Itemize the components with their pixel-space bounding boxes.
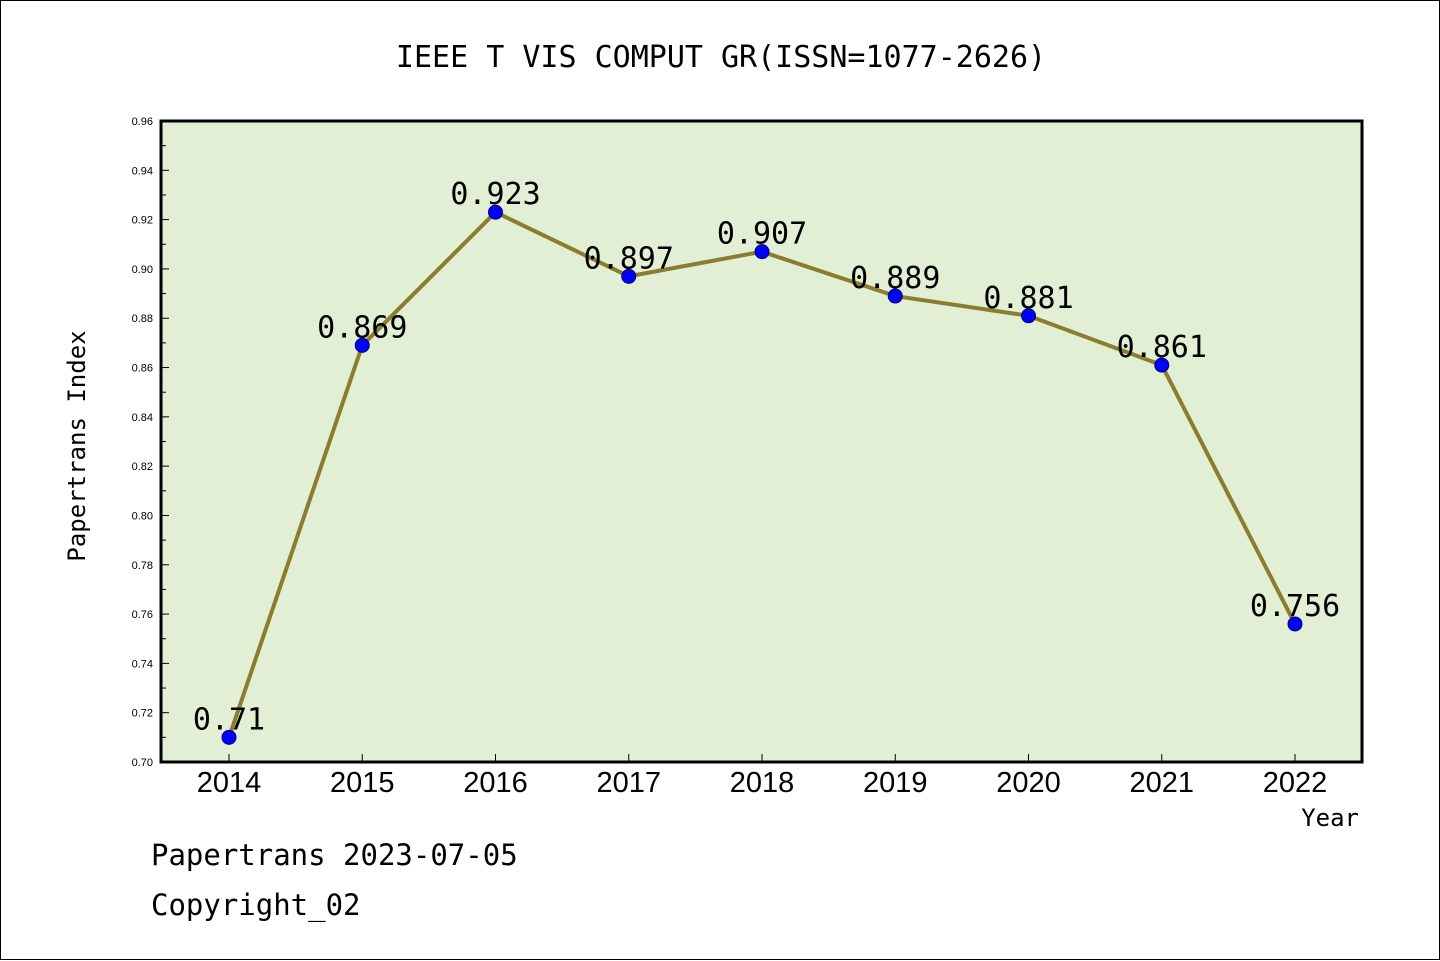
y-tick-label: 0.94	[132, 165, 153, 177]
data-point	[1154, 357, 1170, 373]
data-point	[887, 288, 903, 304]
data-label: 0.923	[450, 177, 540, 212]
data-point	[221, 729, 237, 745]
x-tick-label: 2020	[996, 767, 1061, 799]
data-label: 0.881	[983, 281, 1073, 316]
y-tick-label: 0.86	[132, 363, 153, 375]
x-tick-label: 2019	[863, 767, 928, 799]
series-markers	[221, 204, 1303, 745]
data-label: 0.756	[1250, 589, 1340, 624]
x-tick-label: 2022	[1263, 767, 1328, 799]
x-tick-label: 2018	[730, 767, 795, 799]
data-point	[1021, 308, 1036, 324]
y-tick-label: 0.78	[132, 560, 153, 572]
footer-date: Papertrans 2023-07-05	[151, 838, 518, 872]
data-label: 0.861	[1117, 330, 1207, 365]
y-axis-label: Papertrans Index	[63, 330, 91, 561]
x-tick-label: 2015	[330, 767, 395, 799]
data-point	[488, 204, 503, 220]
y-tick-label: 0.84	[132, 412, 153, 424]
x-tick-label: 2017	[596, 767, 661, 799]
data-label: 0.869	[317, 310, 407, 345]
data-label: 0.897	[584, 241, 674, 276]
chart-title: IEEE T VIS COMPUT GR(ISSN=1077-2626)	[396, 40, 1046, 75]
data-point	[354, 337, 370, 353]
data-labels: 0.71 0.869 0.923 0.897 0.907 0.889 0.881 0.861 0…	[193, 177, 1340, 737]
footer-copyright: Copyright_02	[151, 888, 361, 923]
data-label: 0.907	[717, 217, 807, 252]
x-tick-label: 2021	[1129, 767, 1194, 799]
y-tick-label: 0.70	[132, 757, 153, 769]
data-label: 0.889	[850, 261, 940, 296]
data-label: 0.71	[193, 702, 265, 737]
x-tick-label: 2014	[197, 767, 262, 799]
y-tick-label: 0.72	[132, 708, 153, 720]
x-axis-label: Year	[1301, 804, 1359, 832]
y-tick-label: 0.80	[132, 510, 153, 522]
y-tick-label: 0.92	[132, 215, 153, 227]
y-tick-label: 0.76	[132, 609, 153, 621]
y-tick-label: 0.74	[132, 658, 153, 670]
plot-area	[159, 119, 1364, 764]
y-tick-label: 0.96	[132, 116, 153, 128]
data-point	[754, 244, 770, 260]
y-tick-label: 0.88	[132, 313, 153, 325]
y-tick-label: 0.82	[132, 461, 153, 473]
y-axis: 0.70 0.72 0.74 0.76 0.78 0.80 0.82 0.84 0.86 0.88…	[132, 116, 169, 769]
x-tick-label: 2016	[463, 767, 528, 799]
data-point	[621, 268, 637, 284]
data-point	[1287, 616, 1303, 632]
x-axis: 2014 2015 2016 2017 2018 2019 2020 2021 2022	[197, 754, 1328, 799]
y-tick-label: 0.90	[132, 264, 153, 276]
